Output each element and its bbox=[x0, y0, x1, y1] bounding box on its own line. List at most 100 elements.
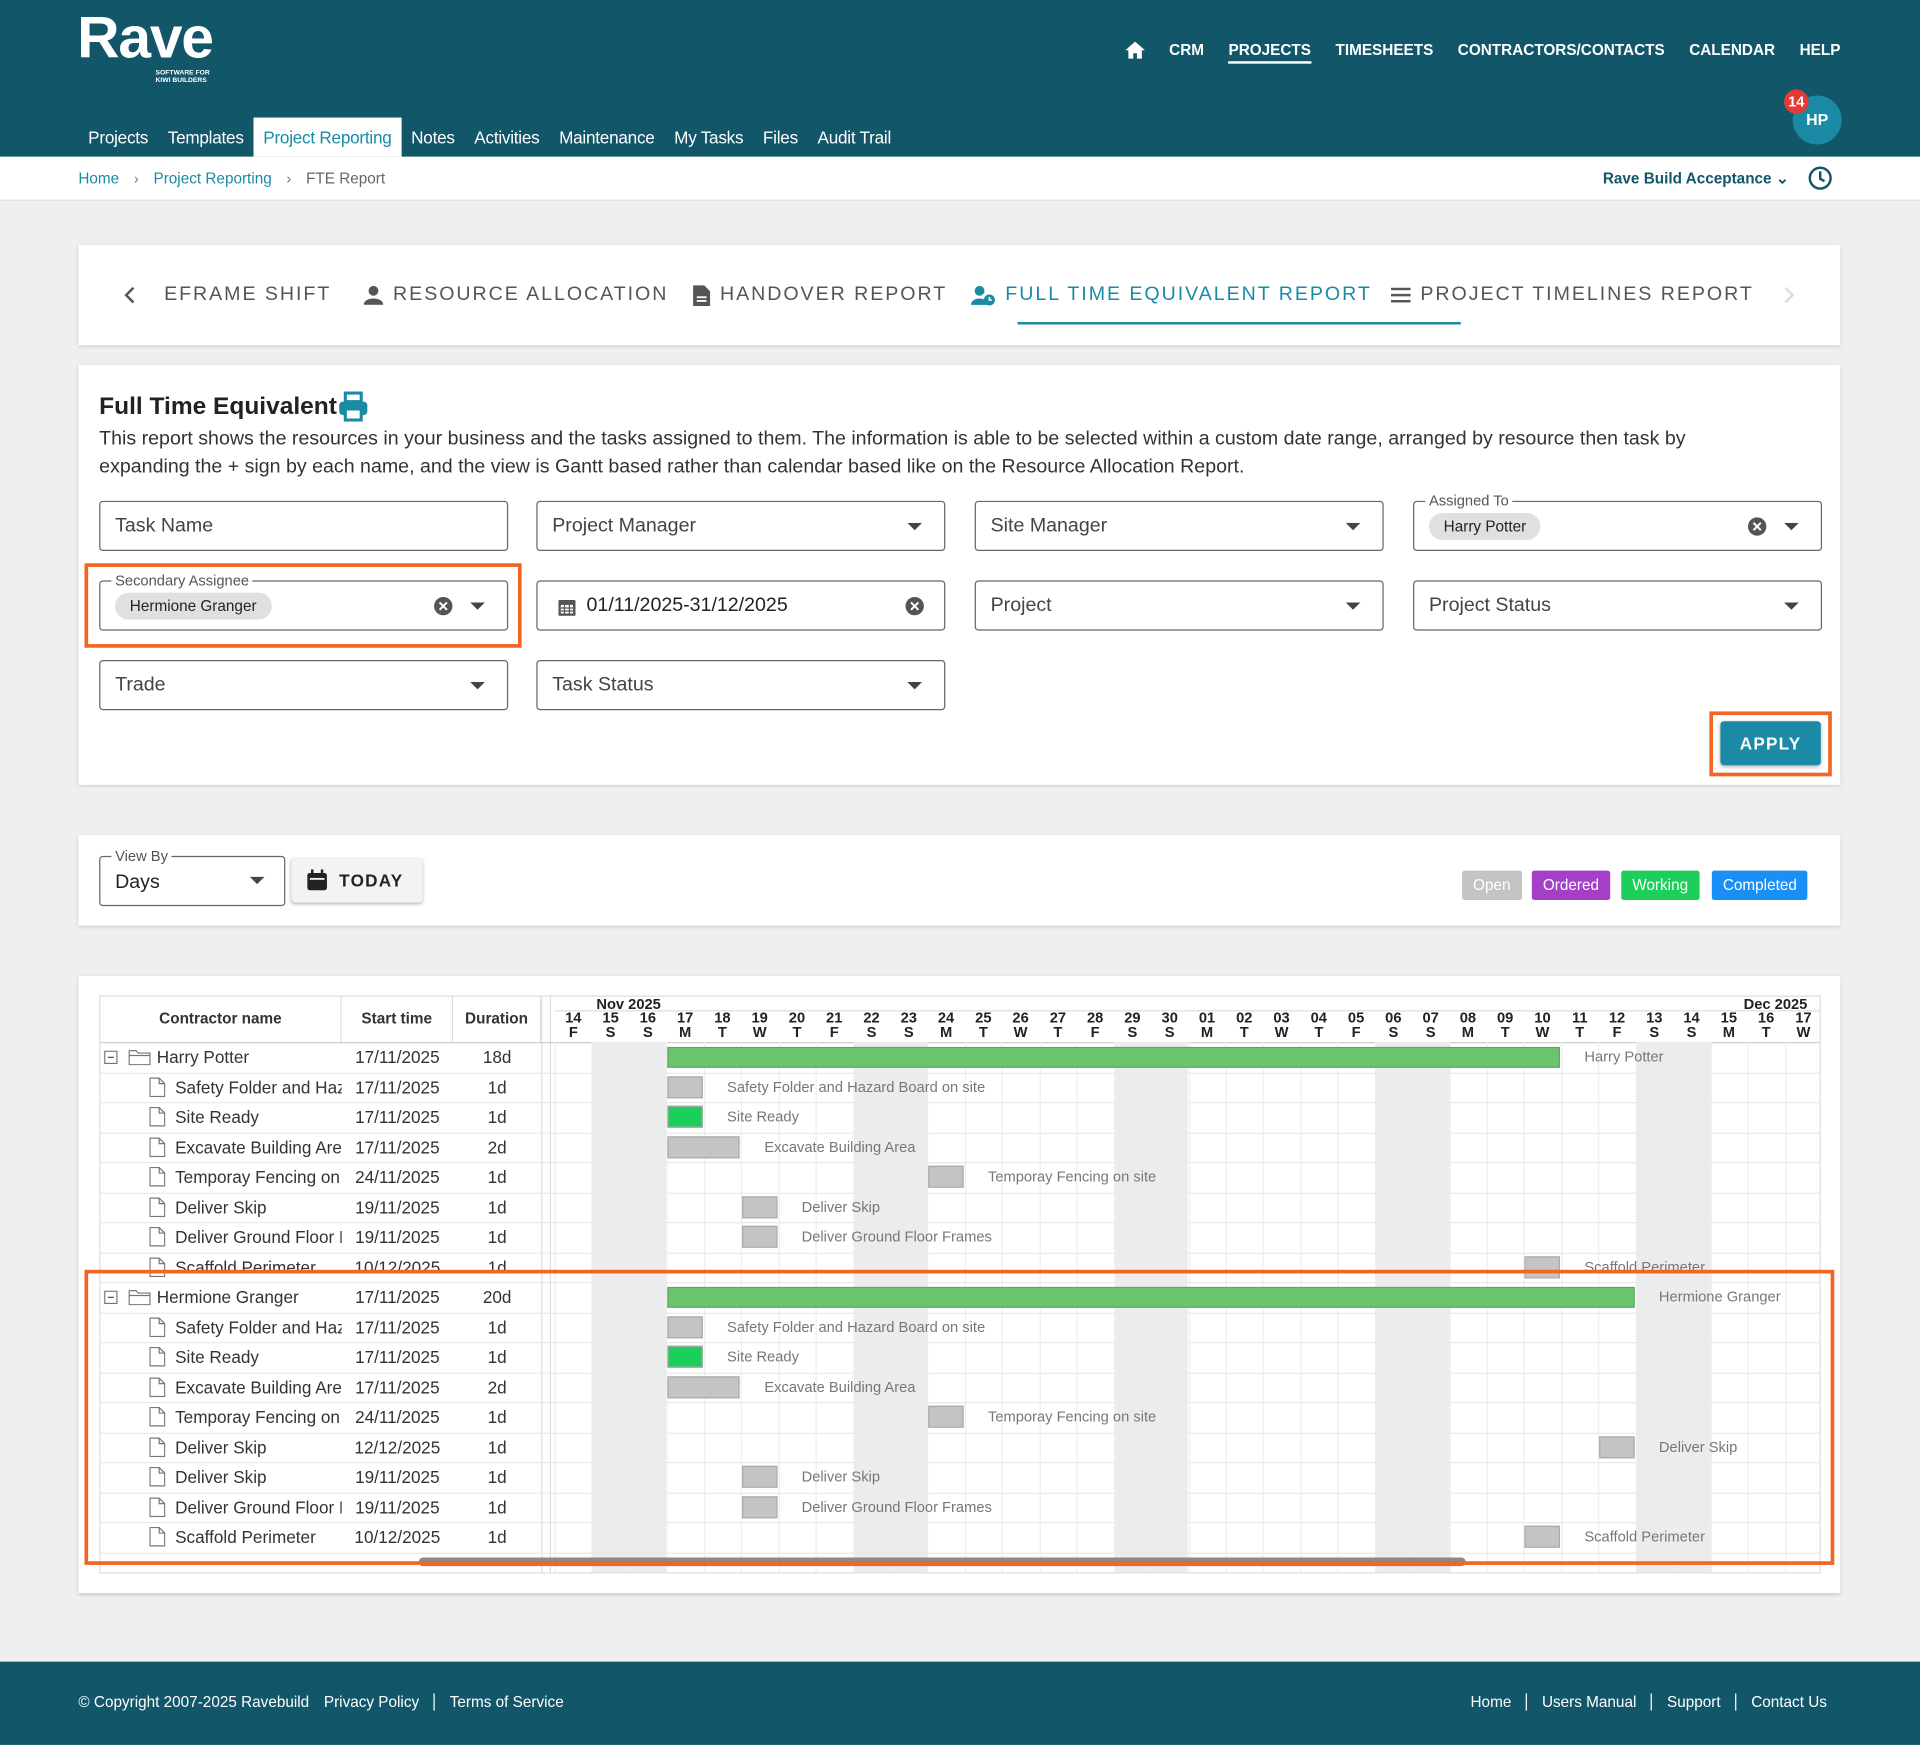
today-label: TODAY bbox=[339, 870, 404, 891]
task-bar[interactable] bbox=[667, 1136, 740, 1159]
nav-link[interactable]: TIMESHEETS bbox=[1335, 41, 1434, 59]
logo[interactable]: Rave bbox=[77, 6, 214, 72]
day-number: 08 bbox=[1459, 1008, 1477, 1027]
filter-field[interactable]: Trade bbox=[99, 660, 509, 711]
task-bar[interactable] bbox=[742, 1226, 778, 1249]
weekday: W bbox=[1535, 1023, 1550, 1041]
bar-label: Deliver Ground Floor Frames bbox=[801, 1498, 992, 1516]
footer-link[interactable]: Support bbox=[1666, 1693, 1721, 1711]
filter-field[interactable]: Site Manager bbox=[974, 500, 1384, 552]
tabs-prev[interactable] bbox=[122, 285, 137, 305]
footer-link[interactable]: Contact Us bbox=[1751, 1693, 1827, 1711]
task-bar[interactable] bbox=[667, 1106, 703, 1129]
legend-item[interactable]: Ordered bbox=[1531, 870, 1611, 900]
weekday: S bbox=[866, 1023, 877, 1041]
apply-button[interactable]: APPLY bbox=[1720, 721, 1821, 766]
report-tab[interactable]: PROJECT TIMELINES REPORT bbox=[1391, 284, 1754, 306]
filter-field[interactable]: Project Status bbox=[1413, 580, 1823, 631]
dropdown-arrow bbox=[1345, 602, 1361, 611]
today-button[interactable]: TODAY bbox=[291, 858, 423, 903]
report-tab[interactable]: FULL TIME EQUIVALENT REPORT bbox=[971, 284, 1372, 306]
filter-field[interactable]: Task Name bbox=[99, 500, 509, 552]
collapse-toggle[interactable] bbox=[104, 1047, 118, 1067]
breadcrumb-link[interactable]: Project Reporting bbox=[153, 170, 272, 188]
home-icon[interactable] bbox=[1125, 41, 1145, 59]
filter-field[interactable]: Project Manager bbox=[536, 500, 946, 552]
sub-nav-link[interactable]: Templates bbox=[167, 127, 244, 147]
sub-nav-link[interactable]: Projects bbox=[88, 127, 149, 147]
filter-field[interactable]: Project bbox=[974, 580, 1384, 631]
nav-link[interactable]: PROJECTS bbox=[1228, 42, 1312, 64]
dropdown-arrow bbox=[907, 682, 923, 691]
report-tab[interactable]: EFRAME SHIFT bbox=[164, 284, 331, 306]
row-start: 24/11/2025 bbox=[355, 1406, 440, 1427]
day-number: 15 bbox=[602, 1008, 619, 1027]
filter-field[interactable]: Secondary Assignee Hermione Granger bbox=[99, 571, 509, 631]
task-bar[interactable] bbox=[928, 1406, 964, 1429]
task-bar[interactable] bbox=[928, 1166, 964, 1189]
footer-link[interactable]: Terms of Service bbox=[449, 1693, 564, 1711]
weekday: S bbox=[1686, 1023, 1697, 1041]
legend-item[interactable]: Working bbox=[1621, 870, 1700, 900]
filter-field[interactable]: Assigned To Harry Potter bbox=[1413, 492, 1823, 552]
day-number: 29 bbox=[1124, 1008, 1141, 1027]
filter-field[interactable]: 01/11/2025-31/12/2025 bbox=[536, 580, 946, 631]
task-bar[interactable] bbox=[1525, 1526, 1560, 1549]
summary-bar[interactable] bbox=[667, 1286, 1635, 1308]
weekday: M bbox=[679, 1023, 692, 1041]
row-duration: 1d bbox=[487, 1106, 507, 1127]
footer-link[interactable]: Users Manual bbox=[1541, 1693, 1637, 1711]
task-bar[interactable] bbox=[667, 1376, 740, 1399]
nav-link[interactable]: CRM bbox=[1169, 41, 1204, 59]
history-icon[interactable] bbox=[1807, 165, 1833, 191]
tabs-next[interactable] bbox=[1782, 285, 1797, 305]
task-bar[interactable] bbox=[667, 1316, 703, 1339]
bar-label: Deliver Skip bbox=[1658, 1438, 1738, 1456]
sub-nav-link[interactable]: Notes bbox=[411, 127, 455, 147]
print-icon[interactable] bbox=[337, 391, 370, 423]
task-bar[interactable] bbox=[742, 1466, 778, 1489]
highlight-box bbox=[84, 1269, 1835, 1565]
sub-nav-link[interactable]: Project Reporting bbox=[253, 117, 402, 157]
breadcrumb-link[interactable]: Home bbox=[78, 170, 120, 188]
sub-nav-link[interactable]: Activities bbox=[474, 127, 540, 147]
collapse-toggle[interactable] bbox=[104, 1287, 118, 1307]
row-name: Site Ready bbox=[175, 1346, 259, 1367]
day-number: 17 bbox=[1795, 1008, 1812, 1027]
clear-icon bbox=[1747, 517, 1767, 537]
row-start: 17/11/2025 bbox=[355, 1046, 440, 1067]
bar-label: Safety Folder and Hazard Board on site bbox=[727, 1318, 986, 1336]
sub-nav-link[interactable]: My Tasks bbox=[674, 127, 744, 147]
day-number: 12 bbox=[1608, 1008, 1626, 1027]
company-select[interactable]: Rave Build Acceptance ⌄ bbox=[1602, 170, 1789, 188]
row-duration: 1d bbox=[487, 1076, 507, 1097]
sub-nav-link[interactable]: Files bbox=[762, 127, 798, 147]
footer-link[interactable]: Home bbox=[1470, 1693, 1512, 1711]
task-bar[interactable] bbox=[1599, 1436, 1635, 1459]
day-line bbox=[1710, 1042, 1712, 1573]
summary-bar[interactable] bbox=[667, 1046, 1560, 1068]
day-line bbox=[1635, 1042, 1637, 1573]
filter-placeholder: Task Status bbox=[552, 674, 654, 696]
nav-link[interactable]: HELP bbox=[1799, 41, 1841, 59]
day-number: 28 bbox=[1086, 1008, 1104, 1027]
report-tab[interactable]: HANDOVER REPORT bbox=[693, 284, 947, 306]
task-bar[interactable] bbox=[742, 1196, 778, 1219]
sub-nav-link[interactable]: Maintenance bbox=[559, 127, 655, 147]
view-by-select[interactable]: View By Days bbox=[99, 847, 286, 907]
row-start: 17/11/2025 bbox=[355, 1376, 440, 1397]
row-duration: 1d bbox=[487, 1436, 507, 1457]
nav-link[interactable]: CONTRACTORS/CONTACTS bbox=[1457, 41, 1665, 59]
legend-item[interactable]: Open bbox=[1462, 870, 1522, 900]
footer-link[interactable]: Privacy Policy bbox=[323, 1693, 420, 1711]
report-tab[interactable]: RESOURCE ALLOCATION bbox=[363, 284, 669, 306]
sub-nav-link[interactable]: Audit Trail bbox=[817, 127, 892, 147]
task-bar[interactable] bbox=[667, 1076, 703, 1099]
filter-field[interactable]: Task Status bbox=[536, 660, 946, 711]
day-number: 22 bbox=[863, 1008, 880, 1027]
task-bar[interactable] bbox=[742, 1496, 778, 1519]
legend-item[interactable]: Completed bbox=[1711, 870, 1808, 900]
task-bar[interactable] bbox=[667, 1346, 703, 1369]
nav-link[interactable]: CALENDAR bbox=[1689, 41, 1776, 59]
day-number: 14 bbox=[565, 1008, 582, 1027]
